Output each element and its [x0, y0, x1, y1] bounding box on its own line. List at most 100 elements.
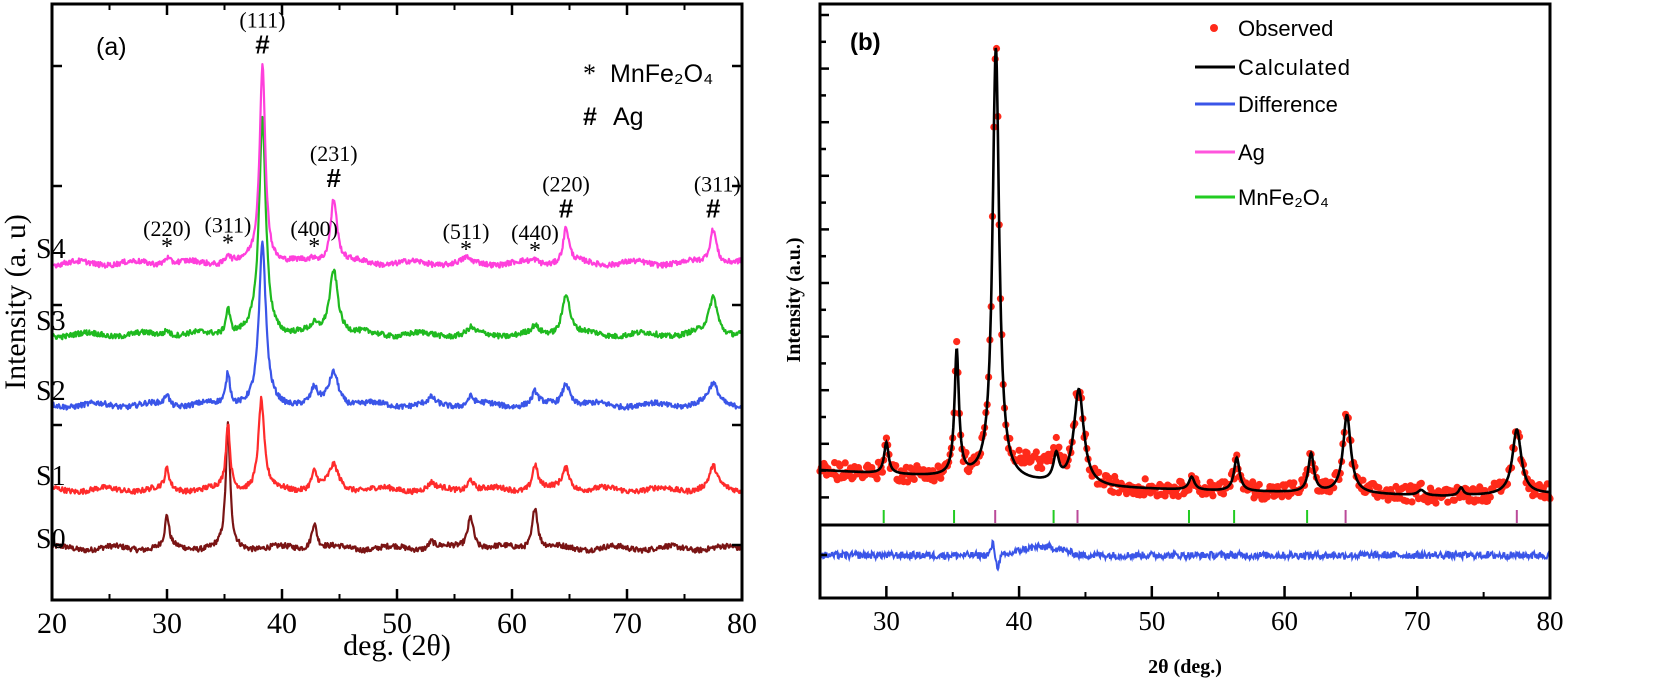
observed-point [1233, 451, 1241, 459]
observed-point [1403, 497, 1411, 505]
x-tick-label: 80 [727, 607, 757, 640]
annotation-symbol: * [161, 234, 173, 260]
observed-point [1052, 433, 1060, 442]
annotation-symbol: * [460, 237, 472, 263]
x-tick-label: 60 [497, 607, 527, 640]
series-line-s0 [50, 421, 743, 554]
series-label-s2: S2 [36, 376, 66, 407]
observed-point [1432, 499, 1440, 507]
observed-point [1408, 498, 1416, 506]
annotation-hkl: (220) [143, 216, 191, 241]
observed-point [1417, 479, 1425, 487]
observed-point [836, 462, 844, 470]
x-tick-label: 50 [382, 607, 412, 640]
calculated-line [820, 47, 1551, 497]
legend-symbol-mnfe2o4: * [583, 59, 596, 88]
panel-b-plot [816, 44, 1554, 572]
observed-point [868, 464, 876, 472]
x-tick-label: 30 [152, 607, 182, 640]
panel-a: *(220)*(311)#(111)*(400)#(231)*(511)*(44… [0, 2, 757, 662]
panel-a-curves [50, 62, 744, 554]
observed-point [1141, 475, 1149, 483]
observed-point [1249, 478, 1257, 486]
observed-point [882, 434, 891, 442]
annotation-hkl: (311) [205, 212, 252, 237]
observed-point [919, 466, 928, 474]
x-tick-label: 40 [267, 607, 297, 640]
observed-point [892, 462, 900, 470]
series-line-s3 [51, 115, 744, 341]
observed-point [1375, 484, 1383, 492]
legend-marker-observed [1210, 24, 1218, 32]
observed-point [1038, 464, 1046, 472]
legend-label-ag: Ag [613, 103, 644, 131]
annotation-hkl: (400) [290, 216, 338, 241]
observed-point [1105, 474, 1113, 482]
panel-b-axes: 30 40 50 60 70 80 [820, 13, 1564, 636]
panel-a-axes: 20 30 40 50 60 70 80 [37, 4, 757, 640]
series-line-s4 [50, 62, 744, 269]
x-tick-label: 30 [873, 606, 900, 636]
observed-point [1278, 493, 1286, 501]
panel-b-x-axis-label: 2θ (deg.) [1148, 656, 1222, 678]
annotation-hkl: (311) [694, 171, 741, 196]
annotation-hkl: (220) [542, 171, 590, 196]
panel-b-frame [818, 2, 1552, 600]
x-tick-label: 70 [612, 607, 642, 640]
legend-label: Calculated [1238, 55, 1350, 80]
series-line-s1 [51, 395, 744, 496]
observed-point [1209, 492, 1217, 500]
observed-point [1255, 480, 1263, 489]
legend-label-mnfe2o4: MnFe₂O₄ [610, 60, 713, 88]
panel-a-annotations: *(220)*(311)#(111)*(400)#(231)*(511)*(44… [143, 7, 741, 263]
observed-points [816, 44, 1554, 507]
observed-point [1434, 487, 1443, 495]
observed-point [1020, 459, 1028, 467]
observed-point [1486, 493, 1494, 501]
panel-a-legend: * MnFe₂O₄ # Ag [583, 59, 713, 131]
observed-point [1219, 490, 1228, 498]
annotation-symbol: # [706, 193, 721, 223]
annotation-symbol: # [559, 193, 574, 223]
observed-point [841, 459, 849, 467]
annotation-symbol: * [222, 230, 234, 256]
panel-b-y-axis-label: Intensity (a.u.) [783, 237, 805, 362]
legend-label: MnFe₂O₄ [1238, 185, 1329, 210]
panel-b-label: (b) [850, 29, 881, 56]
series-label-s4: S4 [36, 234, 66, 265]
x-tick-label: 40 [1006, 606, 1033, 636]
difference-line [819, 538, 1551, 572]
legend-label: Difference [1238, 92, 1338, 117]
observed-point [910, 475, 918, 483]
x-tick-label: 60 [1271, 606, 1298, 636]
observed-point [1032, 448, 1040, 456]
panel-a-frame [50, 2, 744, 602]
panel-a-y-axis-label: Intensity (a. u) [0, 214, 32, 390]
observed-point [1290, 479, 1298, 487]
observed-point [1109, 488, 1117, 496]
observed-point [1359, 476, 1367, 484]
series-label-s1: S1 [36, 461, 66, 492]
x-tick-label: 50 [1138, 606, 1165, 636]
observed-point [1095, 468, 1103, 476]
annotation-hkl: (440) [511, 220, 559, 245]
observed-point [937, 474, 945, 482]
panel-a-label: (a) [96, 33, 127, 61]
observed-point [1015, 446, 1023, 454]
annotation-symbol: * [529, 238, 541, 264]
observed-point [1318, 487, 1326, 495]
annotation-symbol: # [255, 29, 270, 59]
series-label-s0: S0 [36, 524, 66, 555]
x-tick-label: 80 [1537, 606, 1564, 636]
legend-label: Ag [1238, 140, 1265, 165]
panel-a-x-axis-label: deg. (2θ) [343, 629, 451, 662]
observed-point [878, 468, 887, 476]
observed-point [1263, 493, 1271, 501]
legend-label: Observed [1238, 16, 1333, 41]
observed-point [953, 338, 961, 346]
observed-point [873, 475, 881, 483]
observed-point [1450, 496, 1458, 504]
panel-b-legend: Observed Calculated Difference Ag MnFe₂O₄ [1195, 16, 1350, 210]
annotation-symbol: * [308, 234, 320, 260]
